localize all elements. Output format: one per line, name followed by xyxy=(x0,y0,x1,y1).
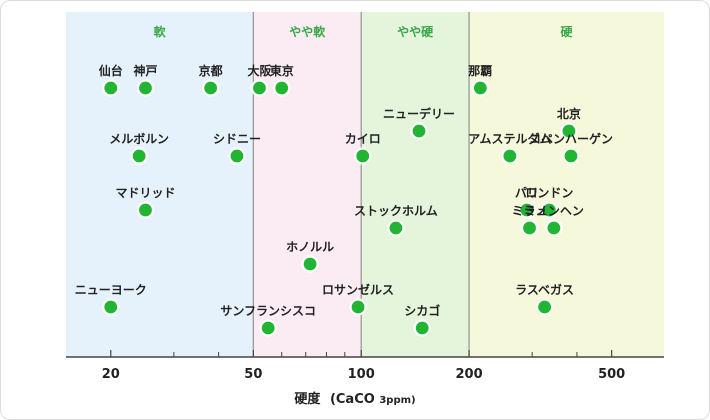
city-point-group: 神戸 xyxy=(133,63,157,97)
city-point-marker xyxy=(228,147,246,165)
city-label: ストックホルム xyxy=(354,204,438,218)
city-point-marker xyxy=(520,219,539,237)
city-label: 京都 xyxy=(199,63,223,78)
city-point-group: 那覇 xyxy=(468,64,492,97)
x-axis-title: 硬度 (CaCO 3ppm) xyxy=(294,391,415,407)
x-axis: 20 50 100 200 500 xyxy=(66,350,664,382)
city-point-group: カイロ xyxy=(345,132,381,165)
city-label: ニューヨーク xyxy=(75,283,147,297)
city-label: メルボルン xyxy=(109,131,169,146)
city-point-group: メルボルン xyxy=(109,131,169,165)
city-point-group: ニューデリー xyxy=(383,106,455,140)
city-point-group: 仙台 xyxy=(99,63,123,97)
x-tick-label: 50 xyxy=(244,367,262,382)
city-label: ロサンゼルス xyxy=(322,282,394,297)
city-label: 北京 xyxy=(557,106,581,121)
city-point-group: 大阪 xyxy=(247,63,272,97)
city-label: ニューデリー xyxy=(383,106,455,121)
x-tick-label: 500 xyxy=(598,367,625,382)
city-label: 那覇 xyxy=(468,64,492,78)
x-tick-label: 200 xyxy=(455,367,482,382)
city-point-marker xyxy=(518,201,536,219)
city-point-marker xyxy=(471,79,489,97)
city-point-marker xyxy=(387,219,405,237)
city-point-marker xyxy=(501,147,519,165)
band-1 xyxy=(253,12,362,357)
band-label: やや軟 xyxy=(289,24,326,39)
city-label: 神戸 xyxy=(133,63,157,78)
city-label: ミラノ xyxy=(512,204,548,218)
city-label: 東京 xyxy=(270,63,294,78)
city-point-marker xyxy=(410,122,428,140)
city-point-marker xyxy=(136,201,155,219)
city-label: サンフランシスコ xyxy=(220,304,316,318)
city-point-group: コペンハーゲン xyxy=(529,131,613,165)
band-0 xyxy=(66,12,254,357)
city-label: パリ xyxy=(515,186,539,200)
city-point-marker xyxy=(349,298,367,316)
hardness-bands: 軟 やや軟 やや硬 硬 xyxy=(66,12,664,357)
city-point-marker xyxy=(540,201,558,219)
city-point-marker xyxy=(136,79,155,97)
city-point-group: アムステルダム xyxy=(468,131,551,165)
city-label: ロンドン xyxy=(525,186,573,200)
city-point-group: ロンドン xyxy=(525,186,573,219)
x-axis-unit: (CaCO xyxy=(330,392,375,407)
city-point-group: ニューヨーク xyxy=(75,283,147,316)
city-label: ラスベガス xyxy=(515,282,574,297)
city-label: マドリッド xyxy=(115,186,175,200)
city-label: 大阪 xyxy=(247,63,272,78)
city-point-group: ホノルル xyxy=(286,240,334,273)
city-point-group: マドリッド xyxy=(115,186,175,219)
city-point-group: シドニー xyxy=(213,132,261,165)
band-3 xyxy=(469,12,664,357)
city-label: シカゴ xyxy=(404,303,440,318)
city-point-marker xyxy=(202,79,220,97)
city-label: カイロ xyxy=(345,132,381,146)
city-point-group: ストックホルム xyxy=(354,204,438,237)
x-tick-label: 20 xyxy=(102,367,120,382)
city-label: ホノルル xyxy=(286,240,334,254)
city-label: アムステルダム xyxy=(468,131,551,146)
city-point-group: 京都 xyxy=(199,63,223,97)
city-point-marker xyxy=(301,255,319,273)
x-axis-unit-subscript: 3ppm) xyxy=(379,395,415,406)
city-label: ミュンヘン xyxy=(524,204,584,218)
city-point-group: ミラノ xyxy=(512,204,548,237)
city-point-group: パリ xyxy=(515,186,539,219)
city-point-marker xyxy=(102,79,120,97)
band-label: 硬 xyxy=(561,25,574,39)
city-point-group: シカゴ xyxy=(404,303,440,337)
x-axis-title-text: 硬度 xyxy=(294,391,321,407)
city-point-marker xyxy=(560,122,578,140)
city-point-marker xyxy=(354,147,372,165)
city-point-marker xyxy=(250,79,269,97)
band-label: 軟 xyxy=(154,24,167,39)
city-point-marker xyxy=(413,319,431,337)
city-point-group: ロサンゼルス xyxy=(322,282,394,316)
city-point-marker xyxy=(545,219,563,237)
band-label: やや硬 xyxy=(397,25,434,39)
city-point-marker xyxy=(102,298,120,316)
city-point-group: 北京 xyxy=(557,106,581,140)
city-label: シドニー xyxy=(213,132,261,146)
band-2 xyxy=(361,12,470,357)
city-point-group: ミュンヘン xyxy=(524,204,584,237)
city-point-group: ラスベガス xyxy=(515,282,574,316)
city-point-group: 東京 xyxy=(270,63,294,97)
city-point-marker xyxy=(259,319,277,337)
city-point-marker xyxy=(273,79,291,97)
city-point-marker xyxy=(536,298,554,316)
city-label: 仙台 xyxy=(99,63,123,78)
city-point-group: サンフランシスコ xyxy=(220,304,316,337)
x-tick-label: 100 xyxy=(348,367,375,382)
city-point-marker xyxy=(130,147,148,165)
city-point-marker xyxy=(562,147,580,165)
city-label: コペンハーゲン xyxy=(529,131,613,146)
